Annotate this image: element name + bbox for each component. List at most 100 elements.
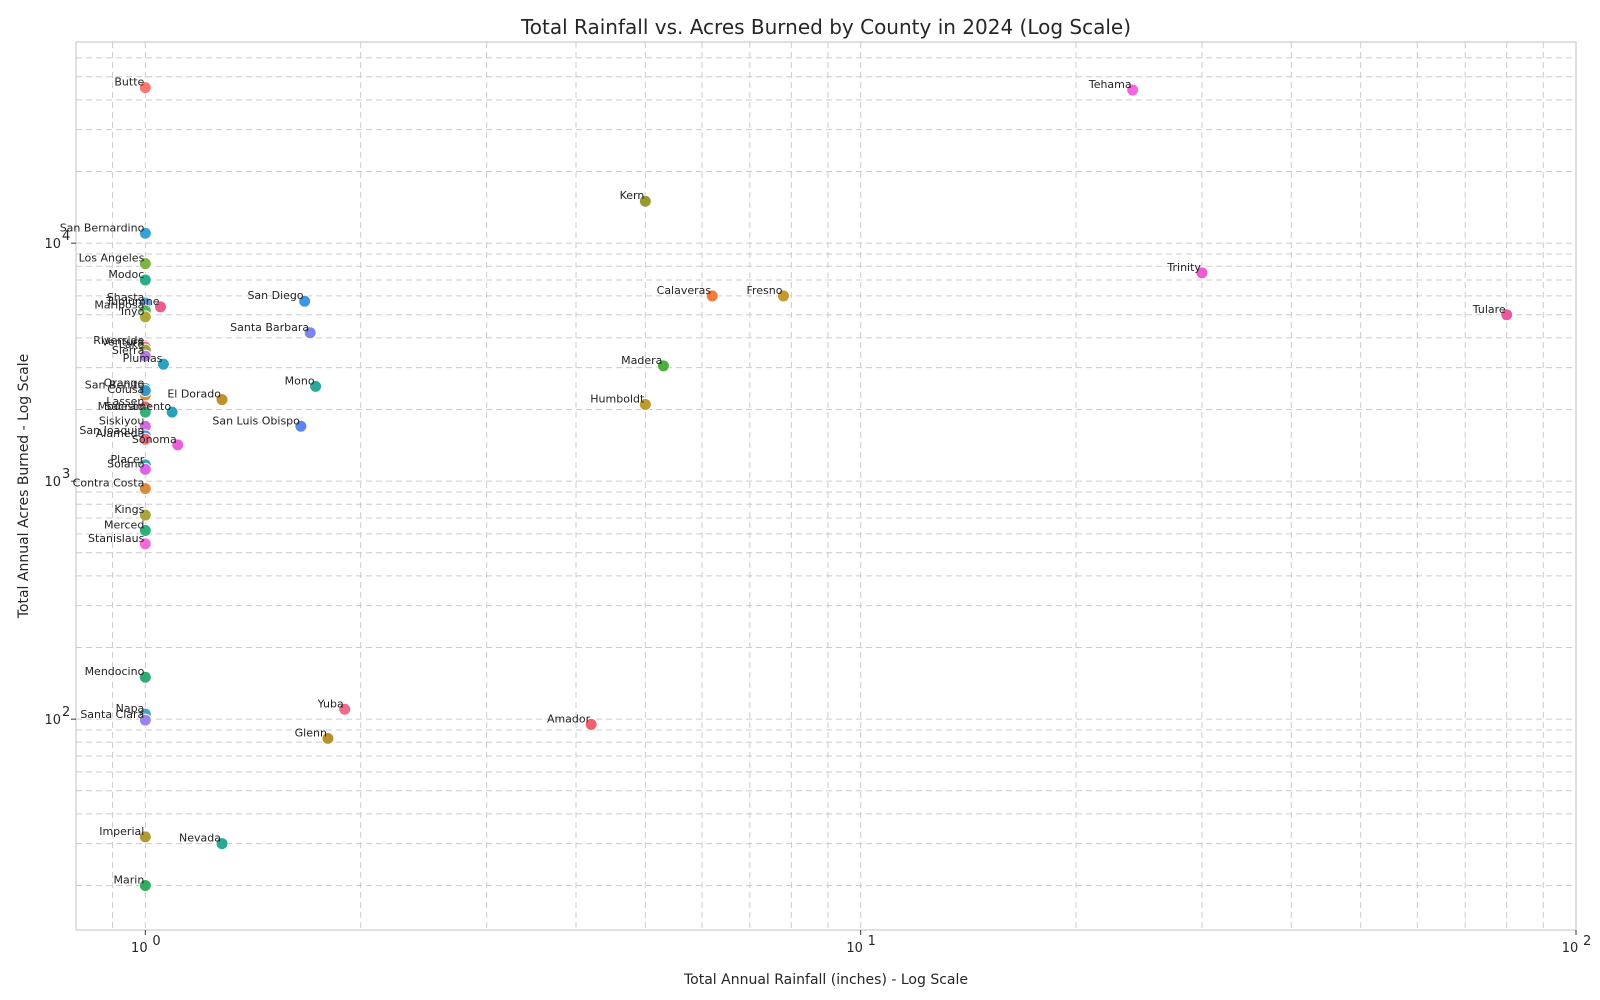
point-label: San Joaquin xyxy=(79,424,144,437)
point-label: San Bernardino xyxy=(60,221,145,234)
data-point xyxy=(165,405,179,419)
point-label: Trinity xyxy=(1166,261,1201,274)
point-label: Yuba xyxy=(317,697,344,710)
data-point xyxy=(153,300,167,314)
y-tick-base: 10 xyxy=(44,475,61,490)
y-tick-base: 10 xyxy=(44,713,61,728)
chart-title: Total Rainfall vs. Acres Burned by Count… xyxy=(520,15,1131,39)
point-label: Stanislaus xyxy=(88,532,145,545)
y-tick-label: 102 xyxy=(44,705,70,728)
point-label: Fresno xyxy=(746,284,782,297)
data-point xyxy=(138,508,152,522)
data-point xyxy=(156,357,170,371)
y-tick-base: 10 xyxy=(44,237,61,252)
data-point xyxy=(638,194,652,208)
point-label: Colusa xyxy=(107,383,144,396)
data-point xyxy=(303,326,317,340)
data-point xyxy=(294,419,308,433)
point-label: Calaveras xyxy=(657,284,712,297)
data-point xyxy=(138,405,152,419)
data-point xyxy=(138,257,152,271)
point-label: Los Angeles xyxy=(79,252,145,265)
y-tick-exponent: 4 xyxy=(62,229,70,244)
y-axis-label: Total Annual Acres Burned - Log Scale xyxy=(16,354,32,620)
point-label: Shasta xyxy=(107,291,144,304)
point-label: Amador xyxy=(547,712,591,725)
point-label: Riverside xyxy=(93,334,144,347)
data-point xyxy=(138,384,152,398)
data-point xyxy=(1195,266,1209,280)
data-point xyxy=(1500,308,1514,322)
data-point xyxy=(1126,83,1140,97)
data-point xyxy=(138,432,152,446)
point-label: San Luis Obispo xyxy=(212,414,300,427)
data-point xyxy=(309,379,323,393)
point-label: Solano xyxy=(107,457,144,470)
x-tick-exponent: 2 xyxy=(1583,934,1591,949)
point-label: Kings xyxy=(114,503,144,516)
data-point xyxy=(584,717,598,731)
data-point xyxy=(138,310,152,324)
data-point xyxy=(656,359,670,373)
point-label: Sierra xyxy=(112,344,144,357)
data-point xyxy=(215,837,229,851)
point-label: Tulare xyxy=(1472,303,1506,316)
point-label: Orange xyxy=(104,377,145,390)
point-label: Tuolumne xyxy=(105,295,159,308)
point-label: Lake xyxy=(119,338,145,351)
x-tick-label: 10 0 xyxy=(131,934,161,956)
x-tick-base: 10 xyxy=(1562,941,1579,956)
point-label: Lassen xyxy=(106,395,144,408)
point-label: Napa xyxy=(116,702,145,715)
grid-lines xyxy=(75,41,1577,930)
data-point xyxy=(321,731,335,745)
x-tick-base: 10 xyxy=(846,941,863,956)
point-label: Mono xyxy=(285,374,315,387)
data-point xyxy=(298,294,312,308)
x-tick-exponent: 1 xyxy=(868,934,876,949)
x-axis-label: Total Annual Rainfall (inches) - Log Sca… xyxy=(683,972,968,988)
data-point xyxy=(138,878,152,892)
point-label: Plumas xyxy=(123,352,163,365)
x-tick-label: 10 2 xyxy=(1562,934,1592,956)
point-labels: Butte Tehama Kern San Bernardino Los Angeles… xyxy=(60,76,1506,887)
data-point xyxy=(171,438,185,452)
point-label: Placer xyxy=(111,453,145,466)
point-label: El Dorado xyxy=(167,388,221,401)
x-tick-exponent: 0 xyxy=(152,934,160,949)
data-point xyxy=(138,273,152,287)
point-label: Ventura xyxy=(101,335,144,348)
point-label: Sonoma xyxy=(132,433,177,446)
point-label: Humboldt xyxy=(590,392,645,405)
y-tick-exponent: 3 xyxy=(62,467,70,482)
point-label: San Benito xyxy=(85,379,145,392)
point-label: Glenn xyxy=(295,726,327,739)
data-point xyxy=(638,397,652,411)
point-label: Madera xyxy=(621,354,662,367)
data-point xyxy=(215,393,229,407)
x-tick-label: 10 1 xyxy=(846,934,876,956)
point-label: Butte xyxy=(114,76,144,89)
data-point xyxy=(138,830,152,844)
data-point xyxy=(138,524,152,538)
data-point xyxy=(138,462,152,476)
point-label: Nevada xyxy=(179,832,221,845)
point-label: San Diego xyxy=(247,289,303,302)
y-tick-label: 103 xyxy=(44,467,70,490)
point-label: Tehama xyxy=(1088,78,1132,91)
data-point xyxy=(138,81,152,95)
point-label: Modoc xyxy=(108,268,144,281)
data-point xyxy=(138,537,152,551)
data-point xyxy=(138,482,152,496)
point-label: Mendocino xyxy=(85,665,145,678)
point-label: Inyo xyxy=(121,305,145,318)
y-tick-label: 104 xyxy=(44,229,70,252)
data-point xyxy=(138,226,152,240)
data-points xyxy=(138,81,1514,892)
data-point xyxy=(138,670,152,684)
point-label: Siskiyou xyxy=(99,414,144,427)
point-label: Modesto xyxy=(98,400,145,413)
y-tick-exponent: 2 xyxy=(62,705,70,720)
